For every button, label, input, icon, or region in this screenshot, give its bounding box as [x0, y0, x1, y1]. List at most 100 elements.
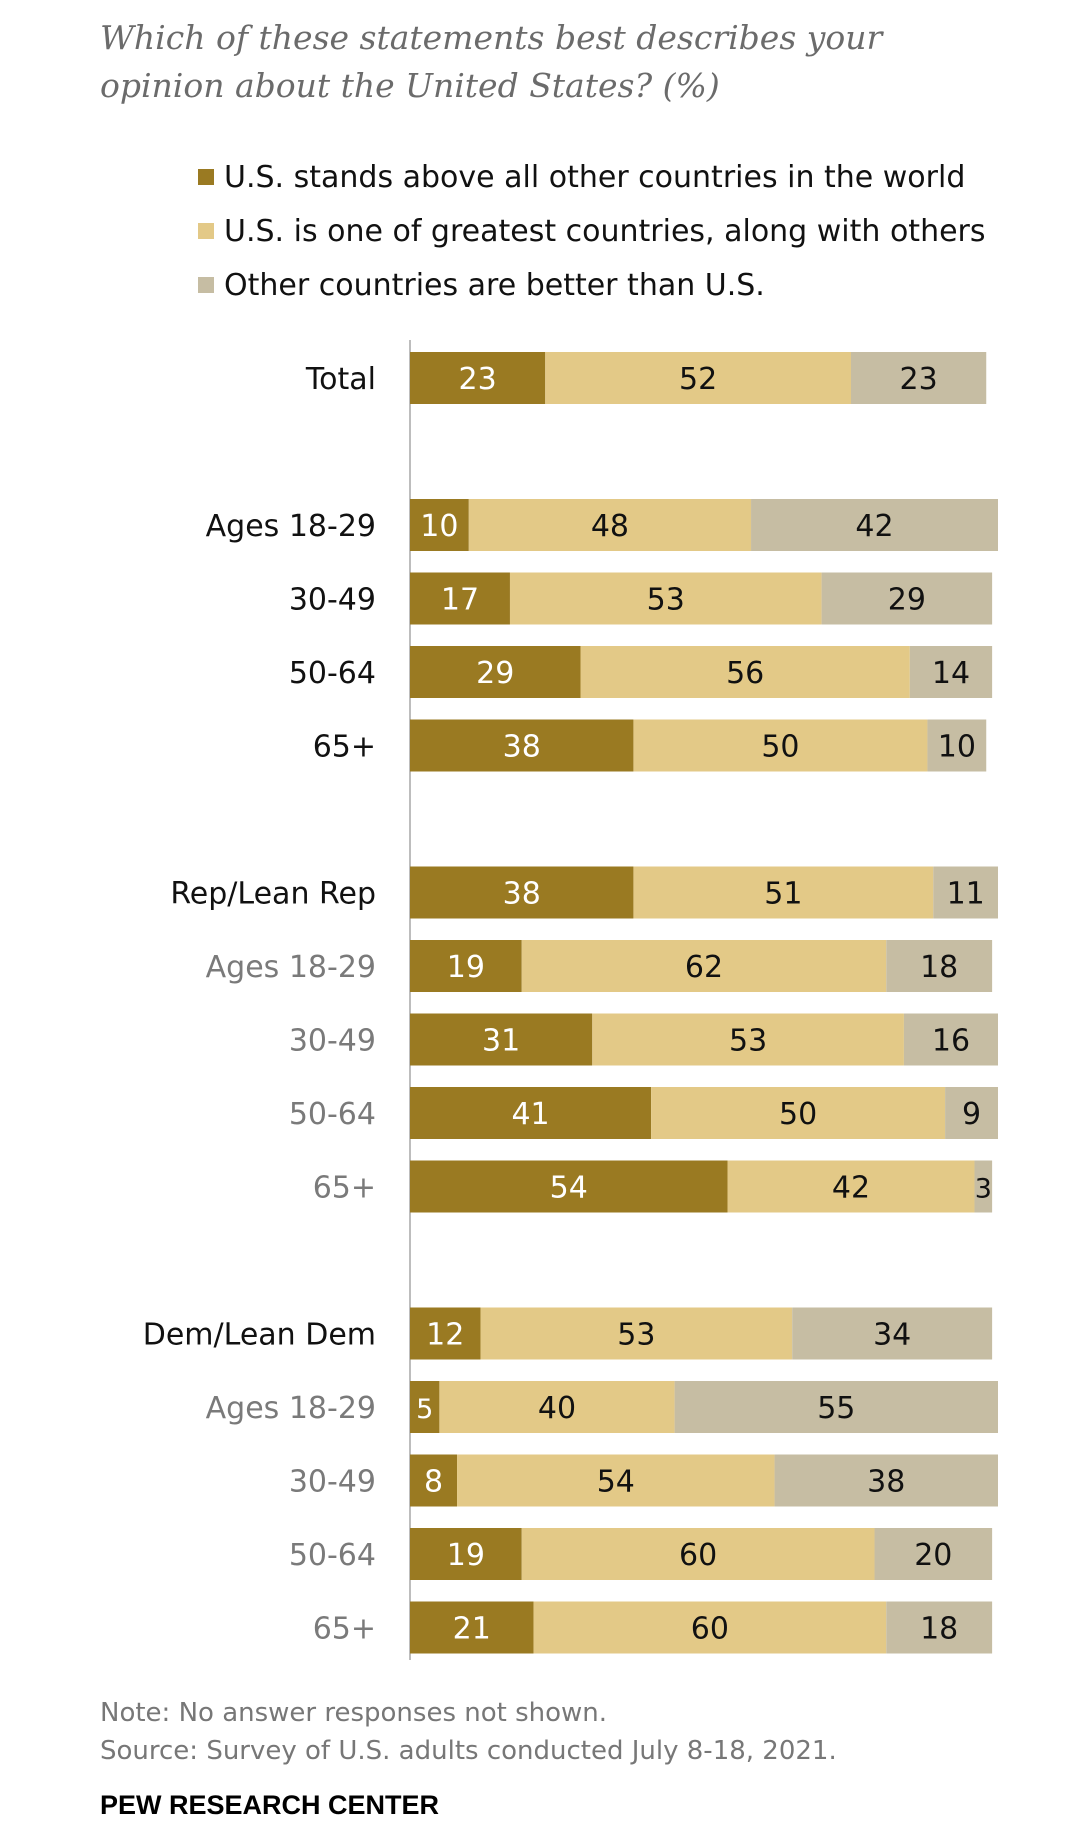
data-label: 54	[550, 1171, 588, 1206]
legend-swatch-others-better	[198, 277, 214, 293]
data-label: 53	[617, 1318, 655, 1353]
category-label: Rep/Lean Rep	[170, 877, 376, 912]
data-label: 56	[726, 656, 764, 691]
bar-segment	[439, 1381, 675, 1433]
data-label: 60	[691, 1612, 729, 1647]
data-label: 31	[482, 1024, 520, 1059]
legend-item-one-of-greatest: U.S. is one of greatest countries, along…	[198, 204, 986, 258]
bar-segment	[886, 940, 993, 992]
legend-item-stands-above: U.S. stands above all other countries in…	[198, 150, 986, 204]
data-label: 54	[597, 1465, 635, 1500]
bar-segment	[851, 352, 987, 404]
legend-swatch-one-of-greatest	[198, 223, 214, 239]
bar-segment	[974, 1160, 993, 1213]
chart-title: Which of these statements best describes…	[100, 18, 883, 105]
legend-label-one-of-greatest: U.S. is one of greatest countries, along…	[224, 213, 986, 249]
bar-segment	[480, 1307, 793, 1360]
data-label: 12	[426, 1318, 464, 1353]
legend-swatch-stands-above	[198, 169, 214, 185]
bar-segment	[410, 1013, 593, 1066]
bar-segment	[774, 1454, 998, 1507]
data-label: 34	[873, 1318, 911, 1353]
data-label: 52	[679, 362, 717, 397]
data-label: 20	[914, 1538, 952, 1573]
data-label: 53	[647, 583, 685, 618]
bar-segment	[674, 1381, 998, 1433]
bar-segment	[468, 499, 752, 551]
data-label: 50	[761, 730, 799, 765]
bar-segment	[651, 1087, 946, 1139]
data-label: 9	[962, 1097, 981, 1132]
data-label: 19	[447, 950, 485, 985]
category-label: 50-64	[289, 656, 376, 691]
bar-segment	[410, 1528, 522, 1580]
category-label: 30-49	[289, 1465, 376, 1500]
data-label: 10	[420, 509, 458, 544]
category-label: 50-64	[289, 1097, 376, 1132]
data-label: 38	[503, 730, 541, 765]
bar-segment	[410, 719, 634, 772]
bar-segment	[903, 1013, 998, 1066]
bar-segment	[633, 719, 928, 772]
data-label: 10	[938, 730, 976, 765]
category-label: Ages 18-29	[206, 1391, 376, 1426]
chart-notes: Note: No answer responses not shown. Sou…	[100, 1694, 837, 1770]
data-label: 29	[888, 583, 926, 618]
bar-segment	[410, 572, 510, 625]
bar-segment	[821, 572, 993, 625]
bar-segment	[521, 1528, 875, 1580]
category-label: Total	[305, 362, 376, 397]
data-label: 62	[685, 950, 723, 985]
data-label: 48	[591, 509, 629, 544]
data-label: 50	[779, 1097, 817, 1132]
data-label: 19	[447, 1538, 485, 1573]
data-label: 21	[453, 1612, 491, 1647]
data-label: 5	[416, 1394, 433, 1425]
legend: U.S. stands above all other countries in…	[198, 150, 986, 312]
bar-segment	[410, 866, 634, 919]
data-label: 38	[867, 1465, 905, 1500]
data-label: 17	[441, 583, 479, 618]
bar-segment	[410, 646, 581, 698]
bar-segment	[521, 940, 887, 992]
bar-segment	[580, 646, 910, 698]
bar-segment	[909, 646, 993, 698]
category-label: 65+	[313, 730, 376, 765]
bar-segment	[457, 1454, 775, 1507]
bar-segment	[927, 719, 987, 772]
data-label: 55	[817, 1391, 855, 1426]
bar-segment	[886, 1601, 993, 1654]
category-label: Ages 18-29	[206, 950, 376, 985]
bar-segment	[509, 572, 822, 625]
category-label: Ages 18-29	[206, 509, 376, 544]
category-label: 65+	[313, 1612, 376, 1647]
data-label: 3	[975, 1174, 992, 1205]
legend-label-others-better: Other countries are better than U.S.	[224, 267, 765, 303]
category-label: 30-49	[289, 583, 376, 618]
data-label: 53	[729, 1024, 767, 1059]
data-label: 8	[424, 1465, 443, 1500]
bar-segment	[410, 1454, 458, 1507]
bar-segment	[410, 1307, 481, 1360]
bar-segment	[633, 866, 934, 919]
data-label: 51	[764, 877, 802, 912]
bar-segment	[792, 1307, 993, 1360]
brand-logo-text: PEW RESEARCH CENTER	[100, 1790, 440, 1820]
data-label: 18	[920, 950, 958, 985]
data-label: 42	[832, 1171, 870, 1206]
legend-label-stands-above: U.S. stands above all other countries in…	[224, 159, 966, 195]
bar-segment	[933, 866, 998, 919]
bar-segment	[410, 1160, 728, 1213]
data-label: 29	[476, 656, 514, 691]
bar-segment	[545, 352, 851, 404]
data-label: 42	[855, 509, 893, 544]
bar-segment	[410, 499, 469, 551]
note-text: Note: No answer responses not shown.	[100, 1698, 608, 1728]
bar-segment	[727, 1160, 975, 1213]
data-label: 14	[932, 656, 970, 691]
data-label: 23	[900, 362, 938, 397]
data-label: 16	[932, 1024, 970, 1059]
bar-segment	[533, 1601, 887, 1654]
source-text: Source: Survey of U.S. adults conducted …	[100, 1736, 837, 1766]
